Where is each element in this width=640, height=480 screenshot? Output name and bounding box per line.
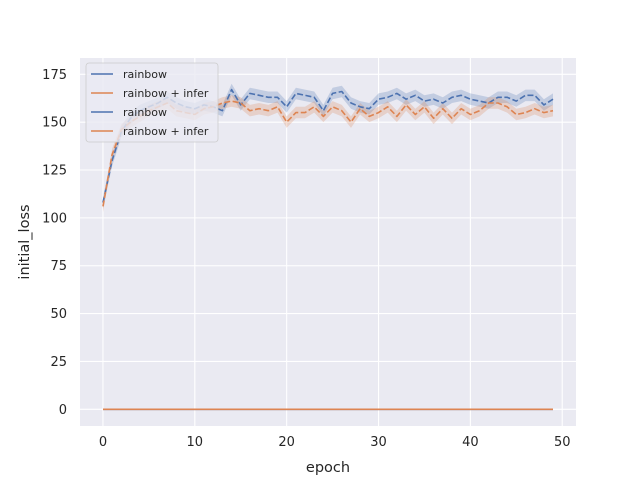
- x-tick-label: 50: [554, 435, 571, 450]
- x-tick-label: 0: [99, 435, 107, 450]
- y-tick-label: 75: [50, 259, 67, 274]
- legend-label: rainbow: [123, 68, 167, 81]
- y-tick-label: 50: [50, 307, 67, 322]
- y-tick-labels: 0 25 50 75 100 125 150 175: [42, 68, 67, 418]
- y-tick-label: 25: [50, 355, 67, 370]
- x-axis-label: epoch: [306, 460, 350, 476]
- legend: rainbow rainbow + infer rainbow rainbow + i…: [85, 62, 219, 143]
- series-1-band: [103, 83, 553, 209]
- y-tick-label: 100: [42, 211, 67, 226]
- y-tick-label: 150: [42, 116, 67, 131]
- y-axis-label: initial_loss: [17, 204, 33, 279]
- y-tick-label: 0: [59, 403, 67, 418]
- x-tick-label: 40: [462, 435, 479, 450]
- legend-label: rainbow + infer: [123, 87, 209, 100]
- x-tick-label: 10: [187, 435, 204, 450]
- legend-box: [85, 62, 219, 143]
- legend-label: rainbow: [123, 106, 167, 119]
- y-tick-label: 125: [42, 164, 67, 179]
- x-tick-labels: 0 10 20 30 40 50: [99, 435, 571, 450]
- grid: [80, 58, 576, 426]
- legend-label: rainbow + infer: [123, 125, 209, 138]
- x-tick-label: 30: [370, 435, 387, 450]
- x-tick-label: 20: [278, 435, 295, 450]
- y-tick-label: 175: [42, 68, 67, 83]
